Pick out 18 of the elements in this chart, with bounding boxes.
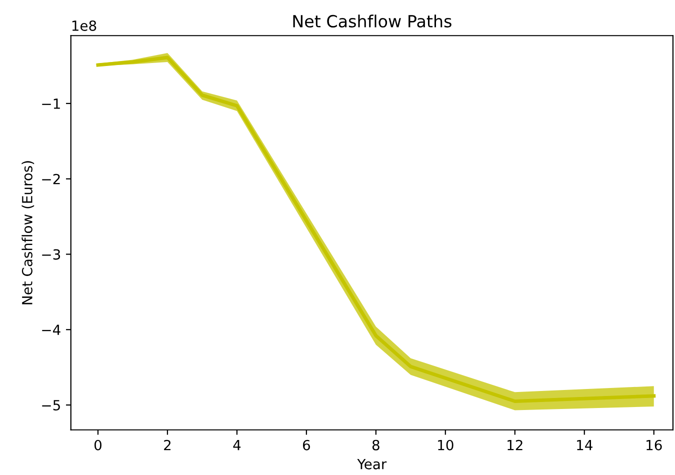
x-tick-label: 12 bbox=[508, 440, 522, 450]
x-tick-label: 16 bbox=[646, 440, 662, 450]
y-tick-label: −5 bbox=[42, 400, 60, 410]
x-tick-label: 14 bbox=[577, 440, 592, 450]
y-tick-label: −3 bbox=[42, 249, 60, 260]
x-tick-label: 4 bbox=[233, 440, 241, 450]
chart-title: Net Cashflow Paths bbox=[293, 14, 452, 28]
x-tick-label: 8 bbox=[372, 440, 380, 450]
x-axis-title: Year bbox=[357, 459, 387, 470]
y-tick-label: −4 bbox=[42, 324, 60, 335]
y-axis-title: Net Cashflow (Euros) bbox=[22, 161, 34, 304]
text: 1e8 bbox=[72, 20, 96, 31]
x-tick-label: 6 bbox=[302, 440, 310, 450]
y-tick-label: −1 bbox=[42, 98, 60, 109]
x-tick-label: 2 bbox=[164, 440, 170, 450]
x-tick-label: 0 bbox=[94, 440, 102, 450]
x-tick-label: 10 bbox=[438, 440, 454, 450]
y-tick-label: −2 bbox=[42, 174, 60, 184]
